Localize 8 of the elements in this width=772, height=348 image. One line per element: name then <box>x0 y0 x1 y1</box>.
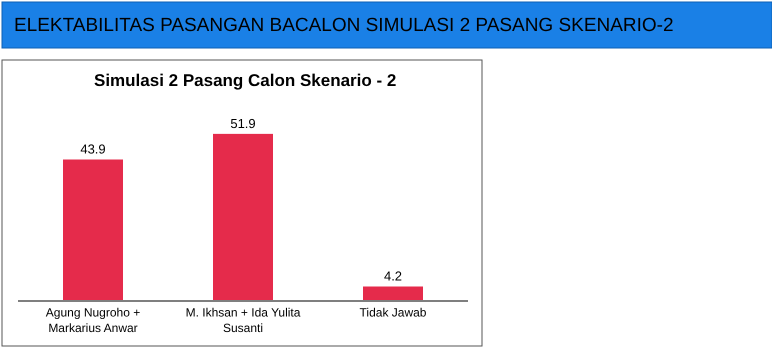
data-label: 43.9 <box>80 142 106 157</box>
data-label: 4.2 <box>384 268 402 284</box>
chart-title: ELEKTABILITAS PASANGAN BACALON SIMULASI 2 PASANG SKENARIO-2 <box>14 15 674 36</box>
chart-subtitle: Simulasi 2 Pasang Calon Skenario - 2 <box>94 71 396 90</box>
data-label: 51.9 <box>230 116 256 131</box>
x-tick-label: Tidak Jawab <box>360 305 427 320</box>
x-tick-label: Agung Nugroho + Markarius Anwar <box>46 305 140 335</box>
x-tick-label: M. Ikhsan + Ida Yulita Susanti <box>186 305 301 335</box>
